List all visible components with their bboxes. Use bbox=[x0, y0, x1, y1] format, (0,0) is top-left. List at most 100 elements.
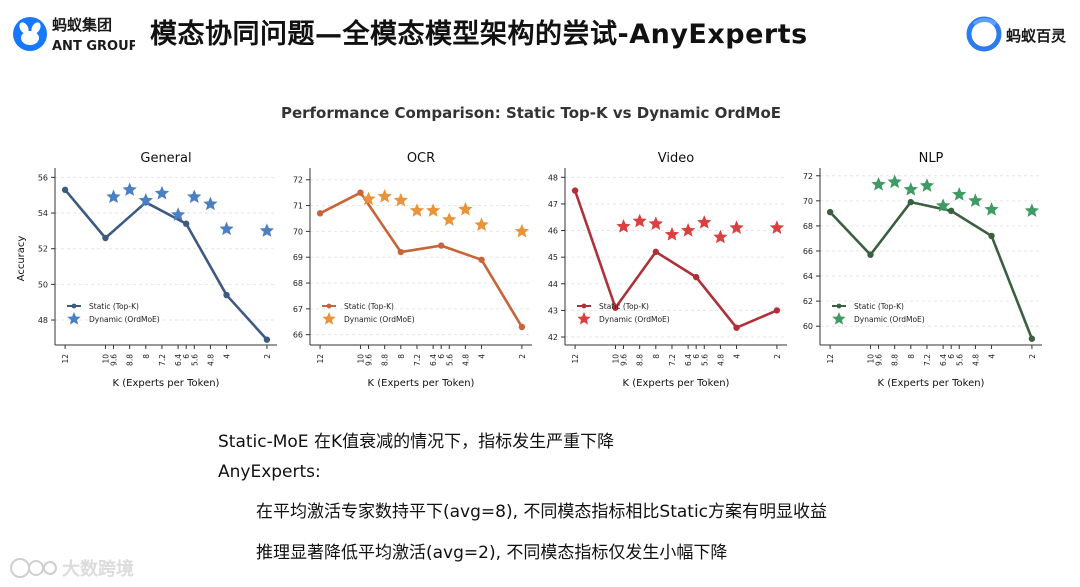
x-tick-label: 9.6 bbox=[365, 354, 374, 366]
static-point bbox=[518, 323, 526, 331]
dynamic-star-point bbox=[409, 203, 425, 217]
dynamic-star-point bbox=[425, 203, 441, 217]
dynamic-star-point bbox=[648, 216, 663, 230]
static-point bbox=[826, 208, 834, 216]
y-tick-label: 60 bbox=[803, 322, 813, 331]
dynamic-star-point bbox=[729, 220, 744, 234]
static-moe-observation: Static-MoE 在K值衰减的情况下，指标发生严重下降 bbox=[218, 432, 615, 452]
static-point bbox=[61, 186, 69, 194]
dynamic-star-point bbox=[664, 227, 680, 241]
dynamic-star-point bbox=[106, 189, 121, 204]
series-line-static bbox=[319, 191, 524, 328]
y-tick-label: 47 bbox=[548, 200, 558, 209]
dynamic-star-point bbox=[259, 223, 275, 237]
x-tick-label: 9.6 bbox=[875, 354, 884, 366]
x-tick-label: 4.8 bbox=[716, 354, 725, 366]
x-tick-label: 6.4 bbox=[174, 354, 183, 366]
dynamic-star-point bbox=[377, 189, 392, 203]
y-tick-label: 54 bbox=[38, 209, 48, 218]
y-tick-label: 72 bbox=[293, 176, 303, 185]
y-tick-label: 71 bbox=[293, 202, 303, 211]
chart-title: General bbox=[140, 151, 191, 166]
y-tick-label: 68 bbox=[803, 222, 813, 231]
chart-panel-general: General 48 50 52 54 56 12 10 9.6 8.8 8 7.2 6.4 6 5.6 4.… bbox=[16, 151, 277, 389]
dynamic-star-point bbox=[935, 198, 951, 212]
legend-static-marker bbox=[836, 303, 842, 309]
logo-left-cn: 蚂蚁集团 bbox=[52, 16, 112, 34]
legend-dynamic-marker bbox=[577, 312, 591, 325]
watermark-text: 大数跨境 bbox=[62, 558, 134, 580]
y-tick-label: 67 bbox=[293, 305, 303, 314]
dynamic-star-point bbox=[680, 223, 696, 237]
dynamic-star-point bbox=[769, 220, 785, 234]
x-axis-label: K (Experts per Token) bbox=[878, 378, 985, 389]
dynamic-star-point bbox=[393, 192, 408, 207]
dynamic-star-point bbox=[170, 207, 186, 221]
y-tick-label: 70 bbox=[803, 197, 813, 206]
dynamic-star-point bbox=[219, 221, 234, 236]
static-point bbox=[733, 324, 740, 331]
x-tick-label: 5.6 bbox=[700, 354, 709, 366]
anyexperts-point-2: 推理显著降低平均激活(avg=2), 不同模态指标仅发生小幅下降 bbox=[256, 543, 728, 563]
static-point bbox=[1028, 335, 1036, 342]
legend-static-marker bbox=[581, 303, 587, 309]
page-title: 模态协同问题—全模态模型架构的尝试-AnyExperts bbox=[150, 19, 808, 50]
legend-dynamic-label: Dynamic (OrdMoE) bbox=[599, 315, 670, 324]
y-tick-label: 56 bbox=[38, 173, 48, 182]
x-tick-label: 9.6 bbox=[110, 354, 119, 366]
legend-static-label: Static (Top-K) bbox=[344, 302, 394, 311]
y-tick-label: 42 bbox=[548, 333, 558, 342]
dynamic-star-point bbox=[616, 219, 631, 233]
x-tick-label: 4 bbox=[478, 354, 487, 359]
y-tick-label: 44 bbox=[548, 280, 558, 289]
x-tick-label: 10 bbox=[611, 354, 620, 364]
y-tick-label: 64 bbox=[803, 272, 813, 281]
x-tick-label: 4 bbox=[733, 354, 742, 359]
x-tick-label: 6 bbox=[692, 354, 701, 359]
x-tick-label: 12 bbox=[316, 354, 325, 364]
static-point bbox=[223, 291, 230, 299]
static-point bbox=[437, 242, 445, 249]
series-line-static bbox=[573, 190, 778, 329]
x-tick-label: 7.2 bbox=[668, 354, 677, 366]
bailing-logo: 蚂蚁百灵 bbox=[966, 14, 1074, 54]
x-tick-label: 10 bbox=[101, 354, 110, 364]
static-point bbox=[316, 210, 324, 217]
x-tick-label: 6.4 bbox=[684, 354, 693, 366]
x-tick-label: 4.8 bbox=[971, 354, 980, 366]
static-point bbox=[263, 336, 271, 343]
y-tick-label: 48 bbox=[548, 173, 558, 182]
chart-title: Video bbox=[658, 151, 694, 166]
logo-left-en: ANT GROUP bbox=[52, 39, 135, 54]
x-tick-label: 12 bbox=[61, 354, 70, 364]
x-tick-label: 4.8 bbox=[206, 354, 215, 366]
legend-static-marker bbox=[326, 303, 332, 309]
x-tick-label: 5.6 bbox=[445, 354, 454, 366]
y-tick-label: 43 bbox=[548, 306, 558, 315]
x-tick-label: 8 bbox=[907, 354, 916, 359]
y-tick-label: 62 bbox=[803, 297, 813, 306]
x-tick-label: 2 bbox=[773, 354, 782, 359]
x-tick-label: 4 bbox=[223, 354, 232, 359]
legend-dynamic-marker bbox=[322, 312, 336, 325]
legend-dynamic-label: Dynamic (OrdMoE) bbox=[854, 315, 925, 324]
x-tick-label: 6 bbox=[437, 354, 446, 359]
dynamic-star-point bbox=[138, 193, 153, 207]
y-tick-label: 52 bbox=[38, 245, 48, 254]
x-tick-label: 7.2 bbox=[413, 354, 422, 366]
legend-dynamic-label: Dynamic (OrdMoE) bbox=[89, 315, 160, 324]
dynamic-star-point bbox=[458, 201, 473, 216]
static-point bbox=[907, 198, 915, 206]
x-tick-label: 4.8 bbox=[461, 354, 470, 366]
dynamic-star-point bbox=[871, 177, 886, 191]
static-point bbox=[988, 232, 995, 240]
dynamic-star-point bbox=[154, 185, 170, 200]
y-tick-label: 46 bbox=[548, 227, 558, 236]
x-tick-label: 6 bbox=[182, 354, 191, 359]
x-tick-label: 2 bbox=[518, 354, 527, 359]
static-point bbox=[478, 256, 485, 263]
watermark-icon bbox=[10, 558, 57, 578]
x-tick-label: 8.8 bbox=[891, 354, 900, 366]
